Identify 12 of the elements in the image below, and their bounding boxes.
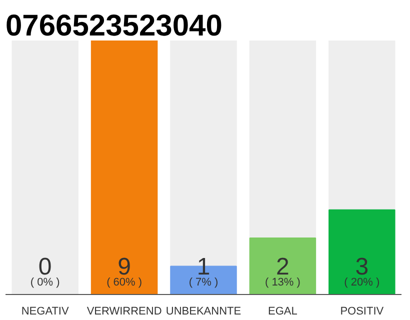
bar: [249, 238, 316, 294]
annotation: ( 20% ): [344, 276, 380, 288]
x-tick-label: VERWIRREND: [86, 306, 162, 318]
annotation: ( 60% ): [106, 276, 142, 288]
chart-title: 0766523523040: [6, 10, 222, 42]
annotation: ( 0% ): [30, 276, 60, 288]
x-tick-label: NEGATIV: [21, 306, 70, 318]
annotation: ( 7% ): [188, 276, 218, 288]
x-tick-label: POSITIV: [340, 306, 384, 318]
annotation: ( 13% ): [264, 276, 300, 288]
x-tick-label: EGAL: [268, 306, 298, 318]
x-tick-label: UNBEKANNTE: [166, 306, 242, 318]
